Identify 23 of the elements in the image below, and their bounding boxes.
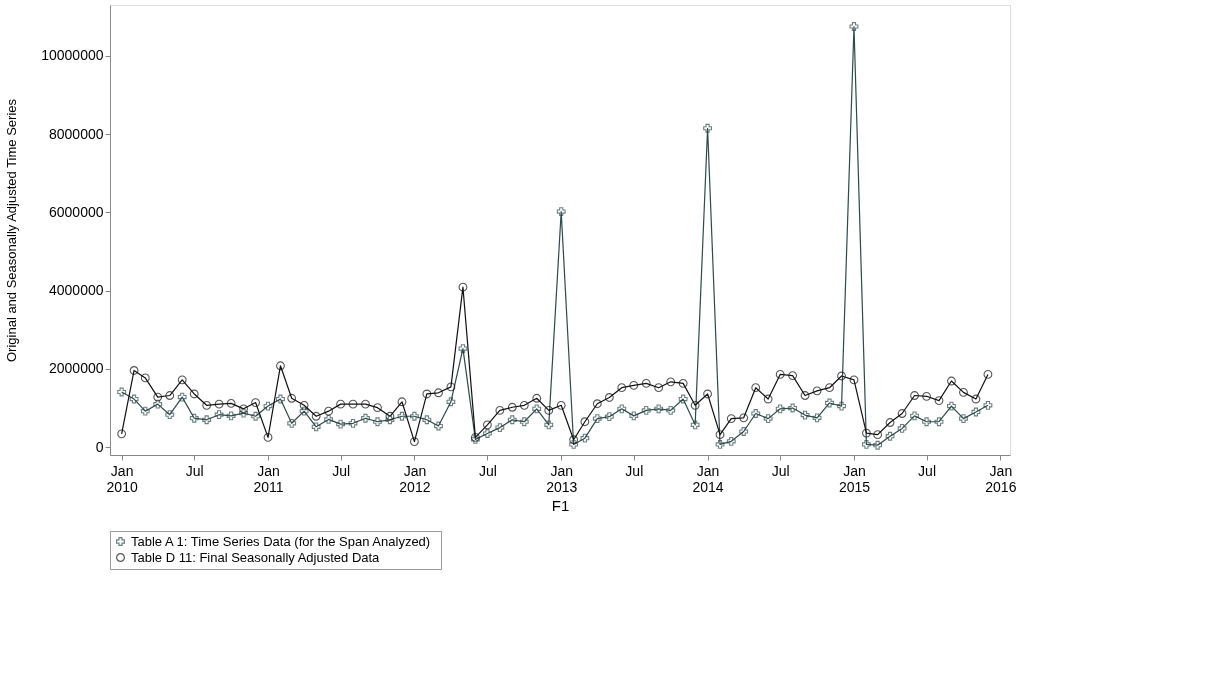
x-tick-label: Jan 2016 — [985, 462, 1017, 495]
y-tick-label: 8000000 — [48, 125, 104, 142]
y-tick-label: 0 — [95, 438, 104, 455]
x-tick-label: Jan 2010 — [106, 462, 138, 495]
x-tick-label: Jan 2015 — [838, 462, 871, 495]
y-tick-label: 6000000 — [48, 203, 104, 220]
x-tick-label: Jan 2014 — [692, 462, 724, 495]
y-tick-label: 10000000 — [41, 47, 104, 64]
legend-label: Table A 1: Time Series Data (for the Span Analyzed) — [131, 533, 431, 549]
legend-label: Table D 11: Final Seasonally Adjusted Data — [131, 549, 381, 565]
y-tick-label: 2000000 — [48, 360, 104, 377]
x-tick-label: Jul — [918, 462, 937, 479]
x-tick-label: Jan 2013 — [546, 462, 578, 495]
x-tick-label: Jan 2011 — [253, 462, 284, 495]
x-tick-label: Jul — [625, 462, 644, 479]
x-tick-label: Jul — [185, 462, 204, 479]
x-tick-label: Jul — [478, 462, 497, 479]
x-axis-title: F1 — [551, 496, 570, 514]
y-tick-label: 4000000 — [48, 282, 104, 299]
x-tick-label: Jul — [771, 462, 790, 479]
y-axis-title: Original and Seasonally Adjusted Time Series — [4, 98, 20, 363]
x-tick-label: Jan 2012 — [399, 462, 431, 495]
x-tick-label: Jul — [332, 462, 351, 479]
